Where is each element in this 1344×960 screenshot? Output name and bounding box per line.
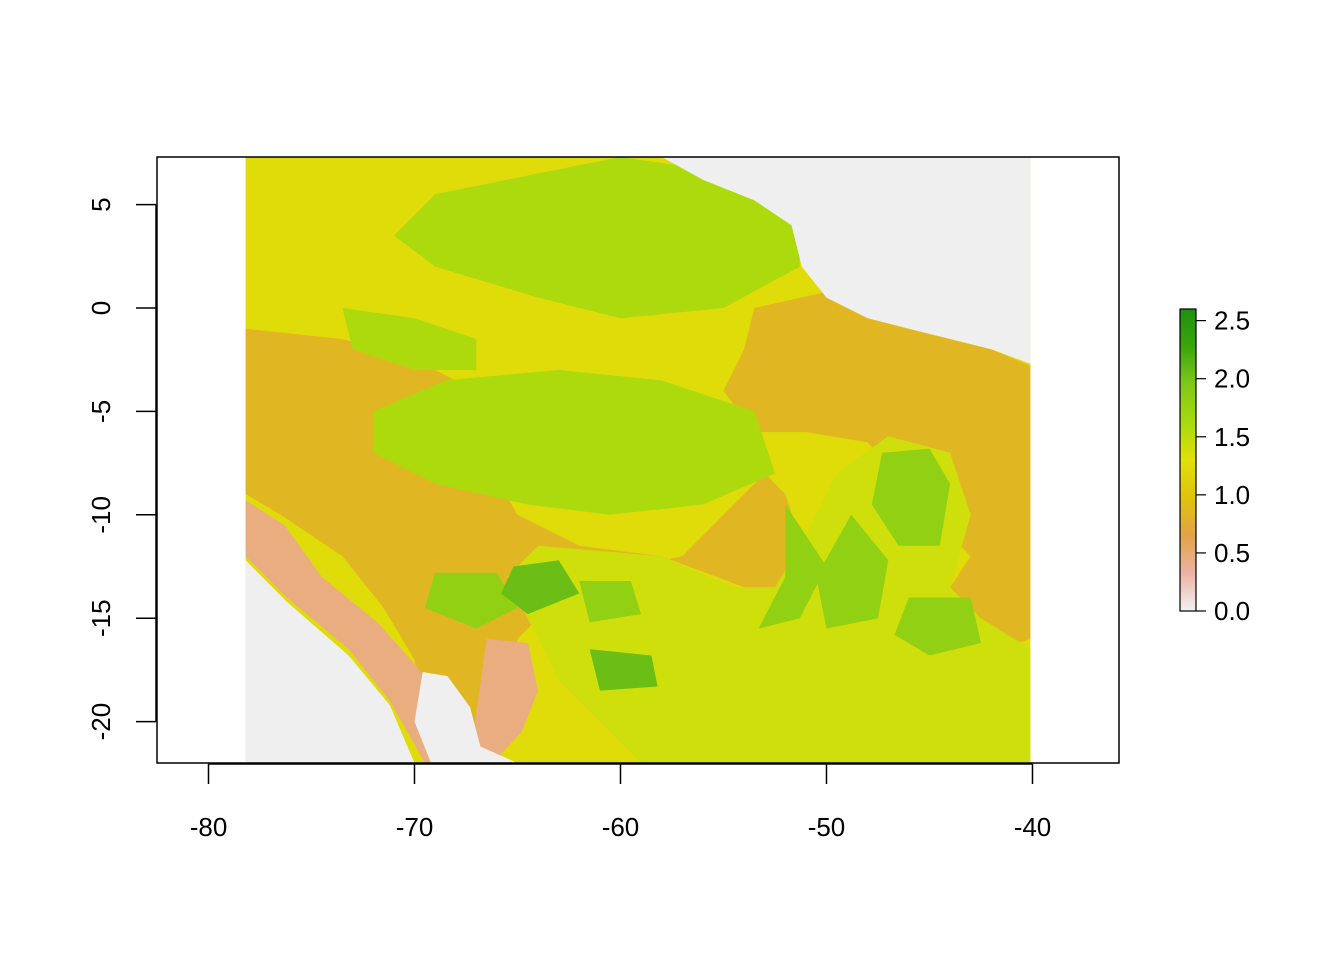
- raster-region-18: [414, 672, 518, 763]
- raster-region-10: [894, 597, 981, 656]
- raster-region-19: [661, 157, 1031, 364]
- legend-tick-label: 0.5: [1214, 538, 1250, 568]
- legend-tick-label: 0.0: [1214, 596, 1250, 626]
- raster-region-13: [501, 560, 580, 615]
- legend-colorbar: [1179, 308, 1197, 612]
- x-tick-label: -80: [190, 812, 228, 842]
- x-axis: -80 -70 -60 -50 -40: [190, 763, 1052, 842]
- y-tick-label: -20: [86, 703, 116, 741]
- raster-region-7: [758, 504, 827, 629]
- color-legend: 0.0 0.5 1.0 1.5 2.0 2.5: [1179, 306, 1250, 626]
- raster-region-12: [424, 572, 518, 629]
- raster-region-9: [871, 448, 951, 546]
- x-tick-label: -70: [396, 812, 434, 842]
- raster-region-3: [393, 157, 800, 319]
- plot-frame: [156, 156, 1120, 764]
- raster-region-8: [816, 514, 889, 629]
- raster-region-17: [245, 560, 415, 763]
- legend-tick-label: 2.5: [1214, 306, 1250, 336]
- legend-tick-label: 1.5: [1214, 422, 1250, 452]
- legend-tick-label: 2.0: [1214, 364, 1250, 394]
- y-axis: 5 0 -5 -10 -15 -20: [86, 197, 157, 741]
- raster-region-15: [245, 500, 466, 763]
- y-tick-label: 5: [86, 197, 116, 211]
- y-tick-label: 0: [86, 301, 116, 315]
- raster-region-16: [472, 638, 539, 763]
- raster-region-5: [342, 308, 477, 370]
- x-tick-label: -40: [1014, 812, 1052, 842]
- raster-region-4: [373, 370, 775, 515]
- legend-tick-label: 1.0: [1214, 480, 1250, 510]
- y-tick-label: -15: [86, 599, 116, 637]
- raster-region-2: [723, 287, 1031, 660]
- raster-region-11: [579, 581, 642, 623]
- y-tick-label: -10: [86, 496, 116, 534]
- raster-region-14: [589, 649, 658, 691]
- raster-layer: [245, 157, 1031, 763]
- y-tick-label: -5: [86, 400, 116, 423]
- x-tick-label: -60: [602, 812, 640, 842]
- x-tick-label: -50: [808, 812, 846, 842]
